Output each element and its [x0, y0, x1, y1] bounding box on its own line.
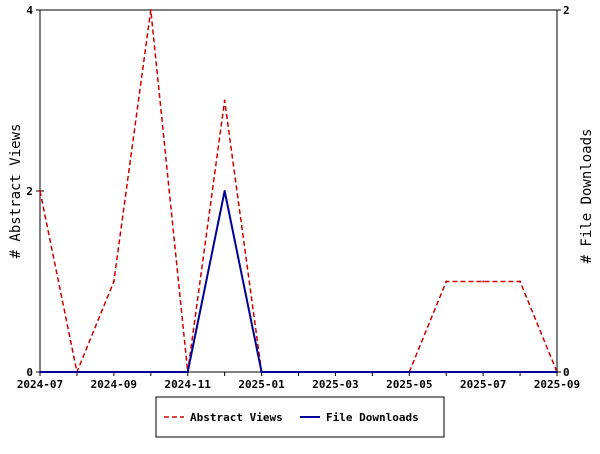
x-tick-label: 2025-09	[534, 378, 580, 391]
y-tick-label-right: 0	[563, 366, 570, 379]
data-point	[149, 371, 152, 373]
y-tick-label-right: 2	[563, 4, 570, 17]
data-point	[482, 371, 485, 373]
data-point	[334, 371, 337, 373]
y-tick-label-left: 4	[26, 4, 33, 17]
x-tick-label: 2025-07	[460, 378, 506, 391]
x-tick-label: 2024-09	[91, 378, 137, 391]
legend-label: Abstract Views	[190, 411, 283, 424]
data-point	[482, 280, 485, 283]
data-point	[112, 280, 115, 283]
legend: Abstract Views File Downloads	[155, 396, 445, 438]
data-point	[371, 371, 374, 373]
data-point	[39, 190, 41, 192]
x-tick-label: 2024-07	[17, 378, 63, 391]
data-point	[223, 99, 226, 102]
data-point	[186, 371, 189, 373]
legend-item-abstract-views: Abstract Views	[164, 411, 283, 424]
data-point	[149, 9, 152, 11]
y-axis-label-left: # Abstract Views	[8, 124, 24, 259]
x-tick-label: 2025-01	[238, 378, 285, 391]
axes: 2024-07 2024-09 2024-11 2025-01 2025-03 2025-…	[17, 4, 580, 391]
series-file-downloads	[39, 190, 558, 373]
data-point	[297, 371, 300, 373]
data-point	[75, 371, 78, 373]
data-point	[112, 371, 115, 373]
data-point	[519, 280, 522, 283]
series-layer	[39, 9, 558, 375]
x-tick-label: 2024-11	[165, 378, 212, 391]
legend-item-file-downloads: File Downloads	[300, 411, 419, 424]
x-tick-label: 2025-03	[312, 378, 358, 391]
data-point	[445, 371, 448, 373]
data-point	[519, 371, 522, 373]
series-line-abstract-views	[39, 9, 558, 375]
y-tick-label-left: 2	[26, 185, 33, 198]
y-axis-label-right: # File Downloads	[579, 129, 595, 264]
y-tick-label-left: 0	[26, 366, 33, 379]
plot-frame	[39, 9, 558, 373]
data-point	[39, 371, 41, 373]
data-point	[445, 280, 448, 283]
legend-label: File Downloads	[326, 411, 419, 424]
data-point	[223, 190, 226, 192]
data-point	[556, 371, 558, 373]
series-abstract-views	[39, 9, 558, 375]
data-point	[260, 371, 263, 373]
data-point	[408, 371, 411, 373]
x-tick-label: 2025-05	[386, 378, 432, 391]
